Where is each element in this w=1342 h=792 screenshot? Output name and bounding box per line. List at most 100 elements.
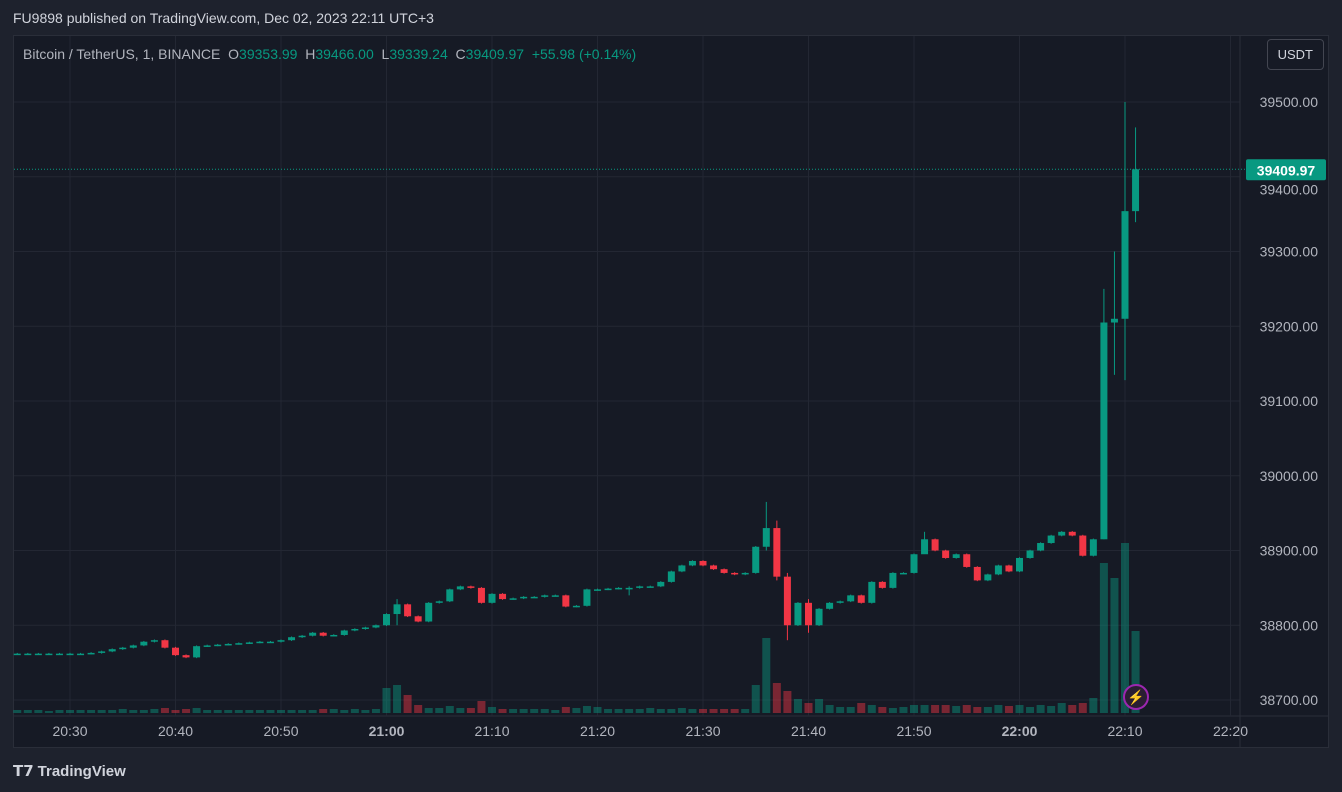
candle-body [1068, 531, 1076, 536]
volume-bar [498, 709, 507, 713]
candle-body [731, 572, 739, 575]
candle-body [119, 647, 127, 650]
volume-bar [445, 706, 454, 713]
candle-body [66, 653, 74, 656]
volume-bar [1121, 543, 1129, 713]
candle-body [1016, 557, 1023, 572]
candle-body [994, 565, 1002, 575]
volume-bar [1089, 698, 1098, 713]
candle-body [393, 604, 401, 615]
volume-bar [572, 708, 581, 713]
last-price-label: 39409.97 [1257, 162, 1316, 178]
volume-bar [382, 688, 391, 713]
candle-body [140, 641, 148, 646]
volume-bar [129, 710, 138, 713]
volume-bar [371, 709, 380, 713]
candle-body [520, 596, 528, 599]
y-tick-label: 38900.00 [1260, 543, 1319, 559]
volume-bar [973, 707, 982, 713]
currency-button[interactable]: USDT [1266, 39, 1324, 70]
volume-bar [762, 638, 771, 713]
symbol-name[interactable]: Bitcoin / TetherUS, 1, BINANCE [23, 46, 221, 62]
volume-bar [255, 710, 264, 713]
volume-bar [857, 703, 866, 713]
candle-body [857, 595, 865, 603]
x-tick-label: 21:40 [791, 723, 826, 739]
candle-body [572, 605, 580, 608]
candle-body [372, 625, 380, 628]
volume-bar [878, 707, 887, 713]
lightning-icon[interactable]: ⚡ [1123, 684, 1149, 710]
volume-bar [245, 710, 254, 713]
volume-bar [435, 708, 444, 713]
footer-logo[interactable]: 𝗧𝟳 TradingView [13, 762, 126, 781]
candle-body [172, 647, 179, 656]
volume-bar [234, 710, 243, 713]
candle-body [678, 565, 686, 572]
volume-bar [340, 710, 349, 713]
x-tick-label: 22:00 [1002, 723, 1038, 739]
candle-body [87, 652, 95, 655]
volume-bar [772, 683, 781, 713]
x-tick-label: 22:20 [1213, 723, 1248, 739]
volume-bar [793, 699, 802, 713]
candle-body [583, 589, 591, 606]
volume-bar [846, 707, 855, 713]
candle-body [1100, 322, 1108, 540]
candle-body [720, 569, 728, 573]
volume-bar [76, 710, 85, 713]
brand-name: TradingView [37, 762, 126, 780]
candle-body [256, 641, 264, 644]
candle-body [509, 598, 517, 600]
volume-bar [23, 710, 32, 713]
volume-bar [1047, 706, 1056, 713]
volume-bar [203, 710, 212, 713]
volume-bar [66, 710, 74, 713]
candle-body [161, 640, 169, 648]
candle-body [952, 554, 960, 558]
x-tick-label: 20:50 [263, 723, 298, 739]
volume-bar [424, 708, 433, 713]
candle-body [847, 595, 855, 602]
candle-body [77, 653, 85, 656]
candle-body [24, 653, 32, 656]
volume-bar [224, 710, 233, 713]
volume-bar [213, 710, 222, 713]
candle-body [361, 627, 369, 629]
change-value: +55.98 (+0.14%) [531, 46, 637, 62]
volume-bar [688, 709, 697, 713]
chart-pane[interactable] [13, 35, 1329, 748]
volume-bar [635, 709, 644, 713]
candle-body [646, 586, 654, 588]
high-value: 39466.00 [315, 46, 374, 62]
volume-bar [192, 708, 201, 713]
symbol-legend: Bitcoin / TetherUS, 1, BINANCE O39353.99… [23, 46, 636, 62]
volume-bar [593, 707, 602, 713]
candle-body [773, 528, 781, 577]
volume-bar [614, 709, 623, 713]
volume-bar [910, 705, 918, 713]
candle-body [298, 635, 306, 638]
candle-body [826, 602, 834, 609]
open-value: 39353.99 [239, 46, 298, 62]
volume-bar [118, 709, 127, 713]
volume-bar [456, 708, 465, 713]
volume-bar [551, 710, 560, 713]
volume-bar [403, 695, 412, 713]
volume-bar [139, 710, 148, 713]
candle-body [625, 587, 633, 590]
volume-bar [1110, 578, 1119, 713]
candle-body [477, 587, 485, 603]
candle-body [351, 628, 359, 631]
volume-bar [867, 705, 876, 713]
candle-body [108, 649, 116, 652]
volume-bar [741, 709, 750, 713]
close-label: C [455, 46, 466, 62]
candle-body [319, 632, 327, 636]
volume-bar [350, 709, 359, 713]
candle-body [193, 646, 201, 658]
y-tick-label: 38700.00 [1260, 692, 1319, 708]
volume-bar [783, 691, 792, 713]
candle-body [1132, 169, 1140, 212]
